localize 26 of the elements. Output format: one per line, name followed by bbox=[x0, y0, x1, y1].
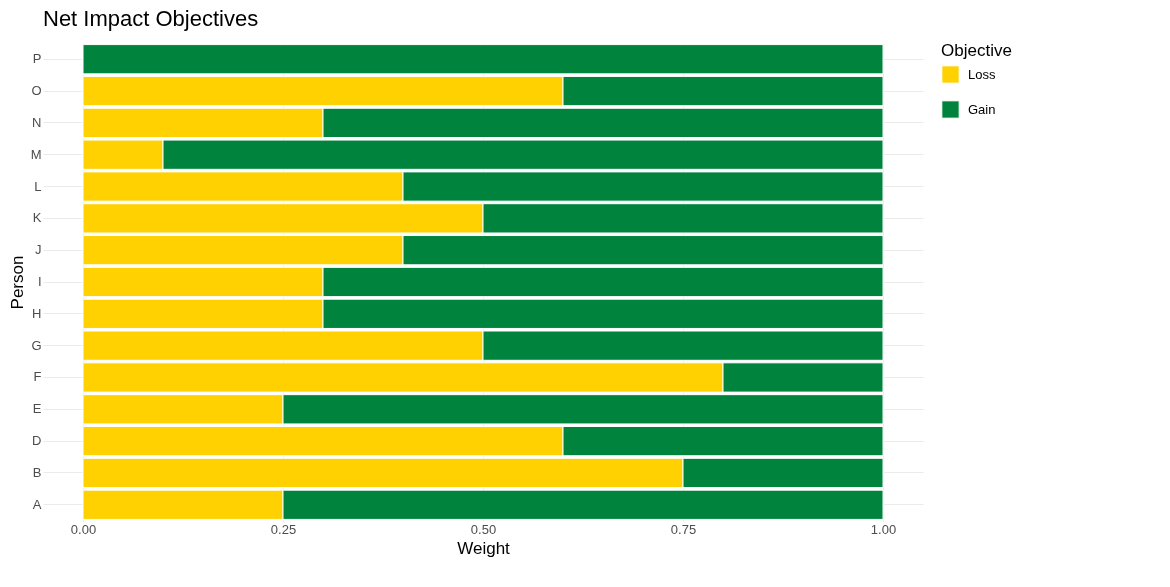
y-tick-label: N bbox=[32, 114, 42, 130]
y-tick-label: B bbox=[32, 464, 42, 480]
y-tick-label: D bbox=[32, 433, 42, 449]
x-tick-label: 1.00 bbox=[870, 521, 897, 537]
y-tick-label: H bbox=[32, 305, 42, 321]
y-tick-label: F bbox=[33, 369, 42, 385]
x-axis-title: Weight bbox=[457, 538, 511, 558]
y-tick-label: O bbox=[31, 83, 42, 99]
legend-title: Objective bbox=[941, 41, 1012, 60]
legend-label: Loss bbox=[968, 66, 996, 82]
x-tick-label: 0.50 bbox=[470, 521, 497, 537]
chart-title: Net Impact Objectives bbox=[43, 6, 259, 31]
x-tick-label: 0.25 bbox=[270, 521, 297, 537]
y-tick-label: I bbox=[37, 274, 42, 289]
x-tick-label: 0.75 bbox=[670, 521, 697, 537]
y-tick-label: E bbox=[32, 401, 42, 417]
x-tick-label: 0.00 bbox=[70, 521, 97, 537]
y-tick-label: A bbox=[32, 496, 42, 512]
y-tick-label: K bbox=[32, 210, 42, 226]
y-tick-label: J bbox=[35, 242, 42, 258]
y-tick-label: L bbox=[34, 178, 42, 194]
legend-label: Gain bbox=[968, 101, 996, 117]
y-axis-title: Person bbox=[7, 255, 27, 310]
y-tick-label: G bbox=[31, 337, 42, 353]
y-tick-label: P bbox=[32, 51, 42, 67]
y-tick-label: M bbox=[30, 146, 42, 162]
